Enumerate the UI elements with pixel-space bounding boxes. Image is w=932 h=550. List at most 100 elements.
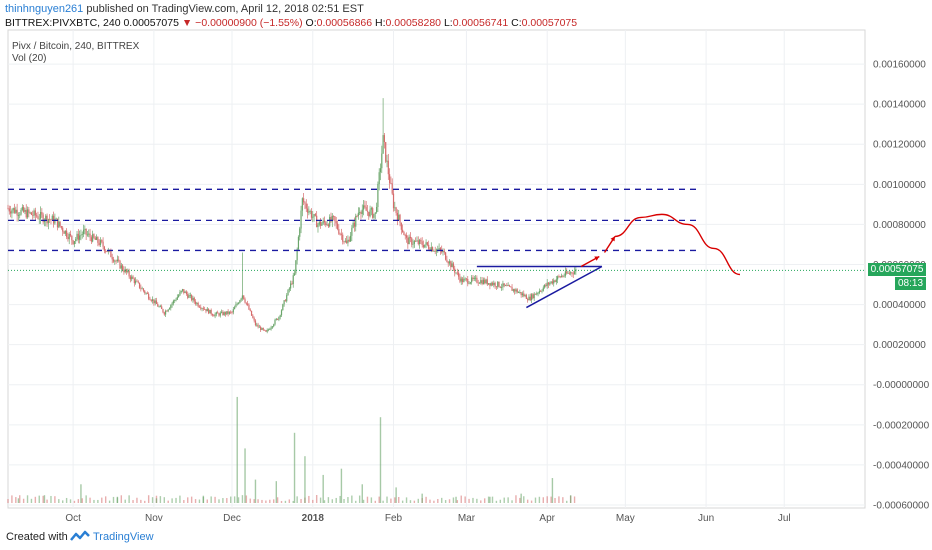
candle-body xyxy=(187,294,189,298)
volume-bar xyxy=(136,497,138,503)
candle-body xyxy=(299,228,301,237)
candle-body xyxy=(428,244,430,249)
candle-body xyxy=(394,207,396,209)
candle-body xyxy=(154,300,156,304)
candle-body xyxy=(284,300,287,302)
tradingview-logo-icon[interactable] xyxy=(70,530,90,544)
candle-body xyxy=(495,286,498,288)
candle-body xyxy=(151,299,154,301)
candle-body xyxy=(43,220,46,223)
candle-body xyxy=(235,304,237,308)
candle-body xyxy=(545,284,547,286)
candle-body xyxy=(524,295,526,297)
candle-body xyxy=(379,168,382,173)
candle-body xyxy=(265,330,267,332)
candle-body xyxy=(167,309,169,312)
volume-bar xyxy=(210,496,212,503)
candle-body xyxy=(318,221,320,225)
volume-bar xyxy=(312,499,314,503)
volume-spike xyxy=(361,484,363,503)
symbol-label: BITTREX:PIVXBTC, 240 xyxy=(5,17,121,29)
candle-body xyxy=(287,289,289,296)
volume-bar xyxy=(241,495,244,503)
candle-body xyxy=(206,308,208,312)
volume-bar xyxy=(308,495,310,503)
candle-body xyxy=(19,214,21,216)
volume-bar xyxy=(468,498,470,503)
candle-body xyxy=(557,276,559,280)
volume-bar xyxy=(480,500,482,503)
candle-body xyxy=(296,249,298,261)
candle-body xyxy=(261,328,263,330)
volume-bar xyxy=(108,500,111,503)
candle-body xyxy=(529,296,531,301)
candle-body xyxy=(464,278,466,280)
footer: Created with TradingView xyxy=(0,525,932,550)
candle-body xyxy=(389,174,391,184)
volume-bar xyxy=(222,498,224,503)
candle-body xyxy=(484,279,486,284)
volume-bar xyxy=(441,497,443,503)
volume-spike xyxy=(340,468,343,503)
candle-body xyxy=(11,210,13,214)
candle-body xyxy=(75,238,77,242)
candle-body xyxy=(485,279,487,284)
candle-body xyxy=(411,238,413,245)
candle-body xyxy=(333,215,335,217)
volume-bar xyxy=(77,499,80,503)
y-tick-label: 0.00040000 xyxy=(873,300,926,311)
candle-body xyxy=(343,241,345,243)
candle-body xyxy=(71,235,73,241)
candle-body xyxy=(204,309,206,310)
tradingview-brand[interactable]: TradingView xyxy=(93,531,154,543)
volume-bar xyxy=(323,500,326,503)
candle-body xyxy=(448,261,451,264)
volume-bar xyxy=(265,500,267,503)
candle-body xyxy=(422,245,425,248)
candle-body xyxy=(157,303,159,307)
candle-body xyxy=(236,303,238,305)
candle-body xyxy=(382,135,384,154)
volume-bar xyxy=(515,495,517,503)
candle-body xyxy=(407,237,409,245)
volume-bar xyxy=(253,499,255,503)
candle-body xyxy=(140,287,142,289)
candle-body xyxy=(280,310,283,316)
candle-body xyxy=(218,313,220,316)
x-tick-label: Mar xyxy=(458,513,476,524)
candle-body xyxy=(546,282,548,286)
candle-body xyxy=(441,250,443,253)
candle-body xyxy=(471,277,473,283)
candle-body xyxy=(438,248,440,250)
candle-body xyxy=(180,290,182,293)
candle-body xyxy=(386,160,388,162)
candle-body xyxy=(12,208,14,211)
high-value: 0.00058280 xyxy=(385,17,442,29)
candle-body xyxy=(520,292,522,296)
candle-body xyxy=(263,329,266,331)
candle-body xyxy=(366,210,369,212)
candle-body xyxy=(170,305,172,309)
candle-body xyxy=(439,248,442,251)
x-tick-label: Oct xyxy=(65,513,81,524)
x-tick-label: Jul xyxy=(778,513,791,524)
volume-bar xyxy=(187,497,189,503)
candle-body xyxy=(240,298,242,301)
candle-body xyxy=(424,244,426,248)
volume-spike xyxy=(254,479,257,503)
volume-bar xyxy=(276,497,279,503)
candle-body xyxy=(52,215,55,224)
volume-bar xyxy=(218,499,220,503)
candle-body xyxy=(185,291,188,295)
candle-body xyxy=(528,296,530,301)
candle-body xyxy=(523,293,525,297)
candle-body xyxy=(29,212,31,214)
candle-body xyxy=(149,298,151,301)
y-tick-label: -0.00040000 xyxy=(873,460,930,471)
candle-body xyxy=(516,289,518,293)
volume-bar xyxy=(159,496,162,503)
ohlc-line: BITTREX:PIVXBTC, 240 0.00057075 ▼ −0.000… xyxy=(5,17,577,29)
candle-body xyxy=(322,220,324,224)
author-link[interactable]: thinhnguyen261 xyxy=(5,3,84,15)
